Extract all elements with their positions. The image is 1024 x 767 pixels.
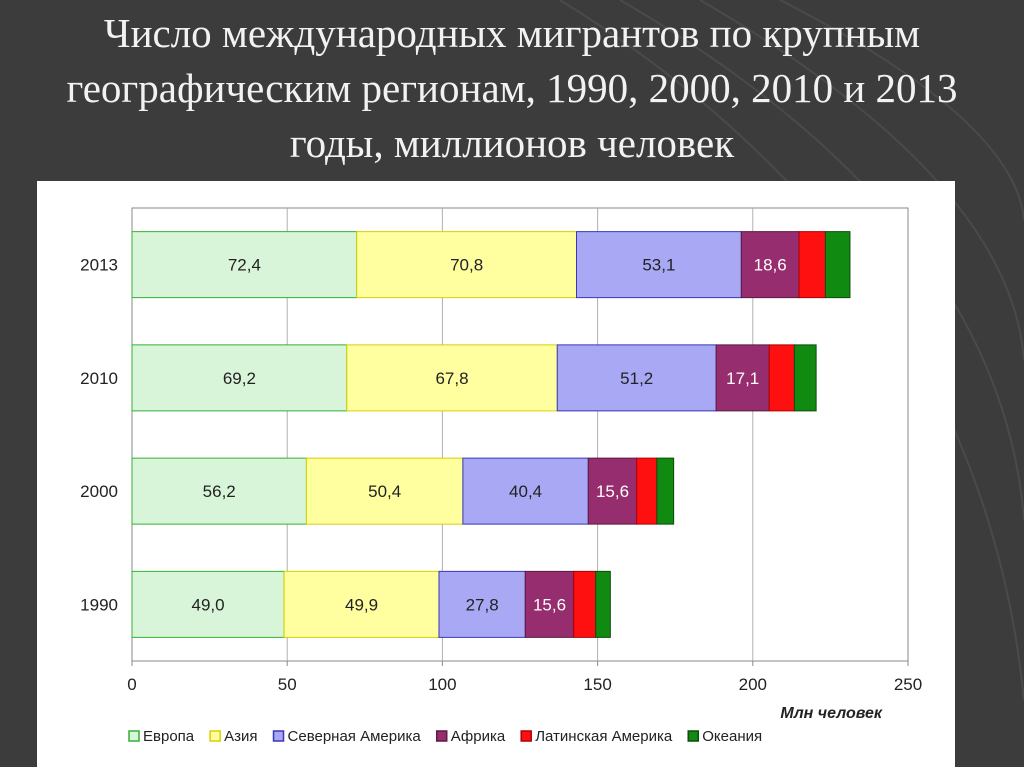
data-label: 67,8 [435,369,468,388]
legend-entry: Африка [451,728,506,745]
legend-entry: Европа [143,728,195,745]
data-label: 72,4 [228,256,261,275]
title-line-3: годы, миллионов человек [289,120,735,166]
bar-segment [793,344,817,412]
data-label: 40,4 [509,482,542,501]
data-label: 51,2 [620,369,653,388]
bar-segment [356,231,577,299]
legend-swatch [435,730,448,742]
legend-entry: Латинская Америка [535,728,673,745]
data-label: 70,8 [450,256,483,275]
legend-entry: Океания [702,728,762,745]
slide-title: Число международных мигрантов по крупным… [0,6,1024,171]
data-label: 49,9 [345,595,378,614]
bar-segment [656,457,675,525]
bar-segment [768,344,795,412]
x-tick-label: 200 [739,675,767,694]
data-label: 18,6 [754,256,787,275]
bar-segment [824,231,851,299]
title-line-2: географическим регионам, 1990, 2000, 201… [66,65,958,111]
legend-swatch [272,730,285,742]
x-tick-label: 250 [894,675,922,694]
y-category-label: 2013 [80,256,118,275]
data-label: 69,2 [223,369,256,388]
y-category-label: 2010 [80,369,118,388]
bar-segment [715,344,770,412]
bar-segment [524,570,575,638]
x-axis-label: Млн человек [780,705,882,722]
legend-swatch [687,730,699,742]
stacked-bar-chart: 0 50 100 150 200 250 Млн человек 2013 72,4 70,8 53… [80,207,922,745]
bar-segment [131,457,307,525]
legend-swatch [128,730,140,742]
bar-segment [131,231,358,299]
legend-swatch [209,730,221,742]
x-tick-label: 0 [127,675,136,694]
bar-segment [305,457,464,525]
bar-segment [283,570,440,638]
legend-swatch [520,730,532,742]
bar-segment [438,570,526,638]
data-label: 49,0 [192,595,225,614]
y-category-label: 2000 [80,482,118,501]
data-label: 50,4 [368,482,401,501]
title-line-1: Число международных мигрантов по крупным [103,10,921,56]
y-category-label: 1990 [80,595,118,614]
x-tick-label: 50 [278,675,297,694]
data-label: 15,6 [596,482,629,501]
data-label: 15,6 [533,595,566,614]
bar-segment [131,344,348,412]
bar-segment [556,344,717,412]
data-label: 56,2 [203,482,236,501]
bar-segment [798,231,826,299]
data-label: 53,1 [642,256,675,275]
x-tick-label: 100 [428,675,456,694]
bar-segment [573,570,597,638]
data-label: 27,8 [466,595,499,614]
legend-entry: Азия [224,728,257,745]
legend-entry: Северная Америка [288,728,422,745]
bar-segment [595,570,611,638]
bar-segment [636,457,658,525]
data-label: 17,1 [726,369,759,388]
x-tick-label: 150 [583,675,611,694]
bar-segment [346,344,558,412]
